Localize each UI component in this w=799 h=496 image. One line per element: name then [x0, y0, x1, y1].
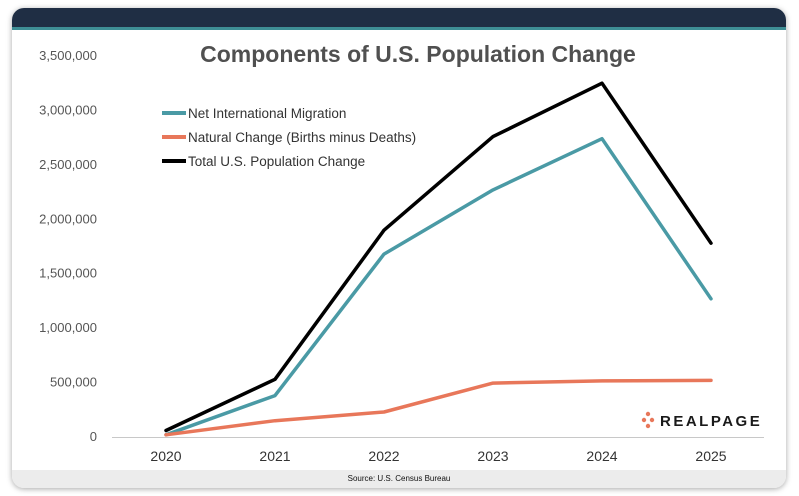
y-tick-label: 0 [90, 429, 97, 444]
y-tick-label: 1,000,000 [39, 320, 97, 335]
y-tick-label: 3,000,000 [39, 102, 97, 117]
x-tick-label: 2022 [368, 448, 399, 464]
series-lines [164, 81, 713, 437]
y-tick-label: 500,000 [50, 375, 97, 390]
series-line [164, 378, 713, 437]
x-axis: 2020 2021 2022 2023 2024 2025 [112, 437, 764, 464]
realpage-logo: REALPAGE [641, 411, 762, 430]
x-tick-label: 2020 [150, 448, 181, 464]
y-tick-label: 3,500,000 [39, 48, 97, 63]
chart-title: Components of U.S. Population Change [200, 41, 636, 67]
x-tick-label: 2025 [695, 448, 726, 464]
legend-label: Net International Migration [188, 106, 346, 121]
logo-wordmark: REALPAGE [660, 413, 762, 430]
logo-mark-icon [641, 411, 655, 429]
source-note: Source: U.S. Census Bureau [12, 470, 786, 488]
y-tick-label: 2,500,000 [39, 157, 97, 172]
legend-label: Natural Change (Births minus Deaths) [188, 130, 416, 145]
header-accent-line [12, 27, 786, 30]
legend-label: Total U.S. Population Change [188, 154, 365, 169]
x-tick-label: 2024 [586, 448, 617, 464]
header-bar [12, 8, 786, 27]
series-line [164, 136, 713, 437]
series-line [164, 81, 713, 433]
y-axis: 0 500,000 1,000,000 1,500,000 2,000,000 2,500… [39, 48, 97, 444]
x-tick-label: 2021 [259, 448, 290, 464]
y-tick-label: 2,000,000 [39, 211, 97, 226]
legend: Net International Migration Natural Chang… [162, 106, 416, 169]
y-tick-label: 1,500,000 [39, 266, 97, 281]
x-tick-label: 2023 [477, 448, 508, 464]
